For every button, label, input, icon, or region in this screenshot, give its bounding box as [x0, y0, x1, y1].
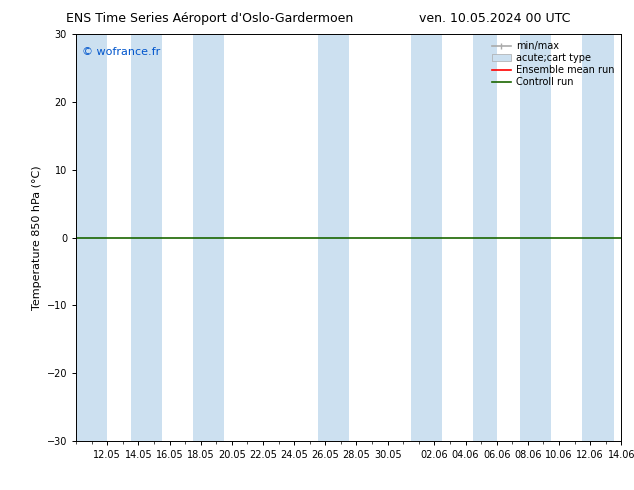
- Bar: [193, 34, 224, 441]
- Y-axis label: Temperature 850 hPa (°C): Temperature 850 hPa (°C): [32, 165, 42, 310]
- Text: ven. 10.05.2024 00 UTC: ven. 10.05.2024 00 UTC: [419, 12, 570, 25]
- Bar: [76, 34, 107, 441]
- Bar: [520, 34, 551, 441]
- Text: © wofrance.fr: © wofrance.fr: [82, 47, 160, 56]
- Bar: [583, 34, 614, 441]
- Bar: [474, 34, 496, 441]
- Text: ENS Time Series Aéroport d'Oslo-Gardermoen: ENS Time Series Aéroport d'Oslo-Gardermo…: [65, 12, 353, 25]
- Bar: [131, 34, 162, 441]
- Bar: [411, 34, 442, 441]
- Bar: [318, 34, 349, 441]
- Legend: min/max, acute;cart type, Ensemble mean run, Controll run: min/max, acute;cart type, Ensemble mean …: [489, 39, 616, 89]
